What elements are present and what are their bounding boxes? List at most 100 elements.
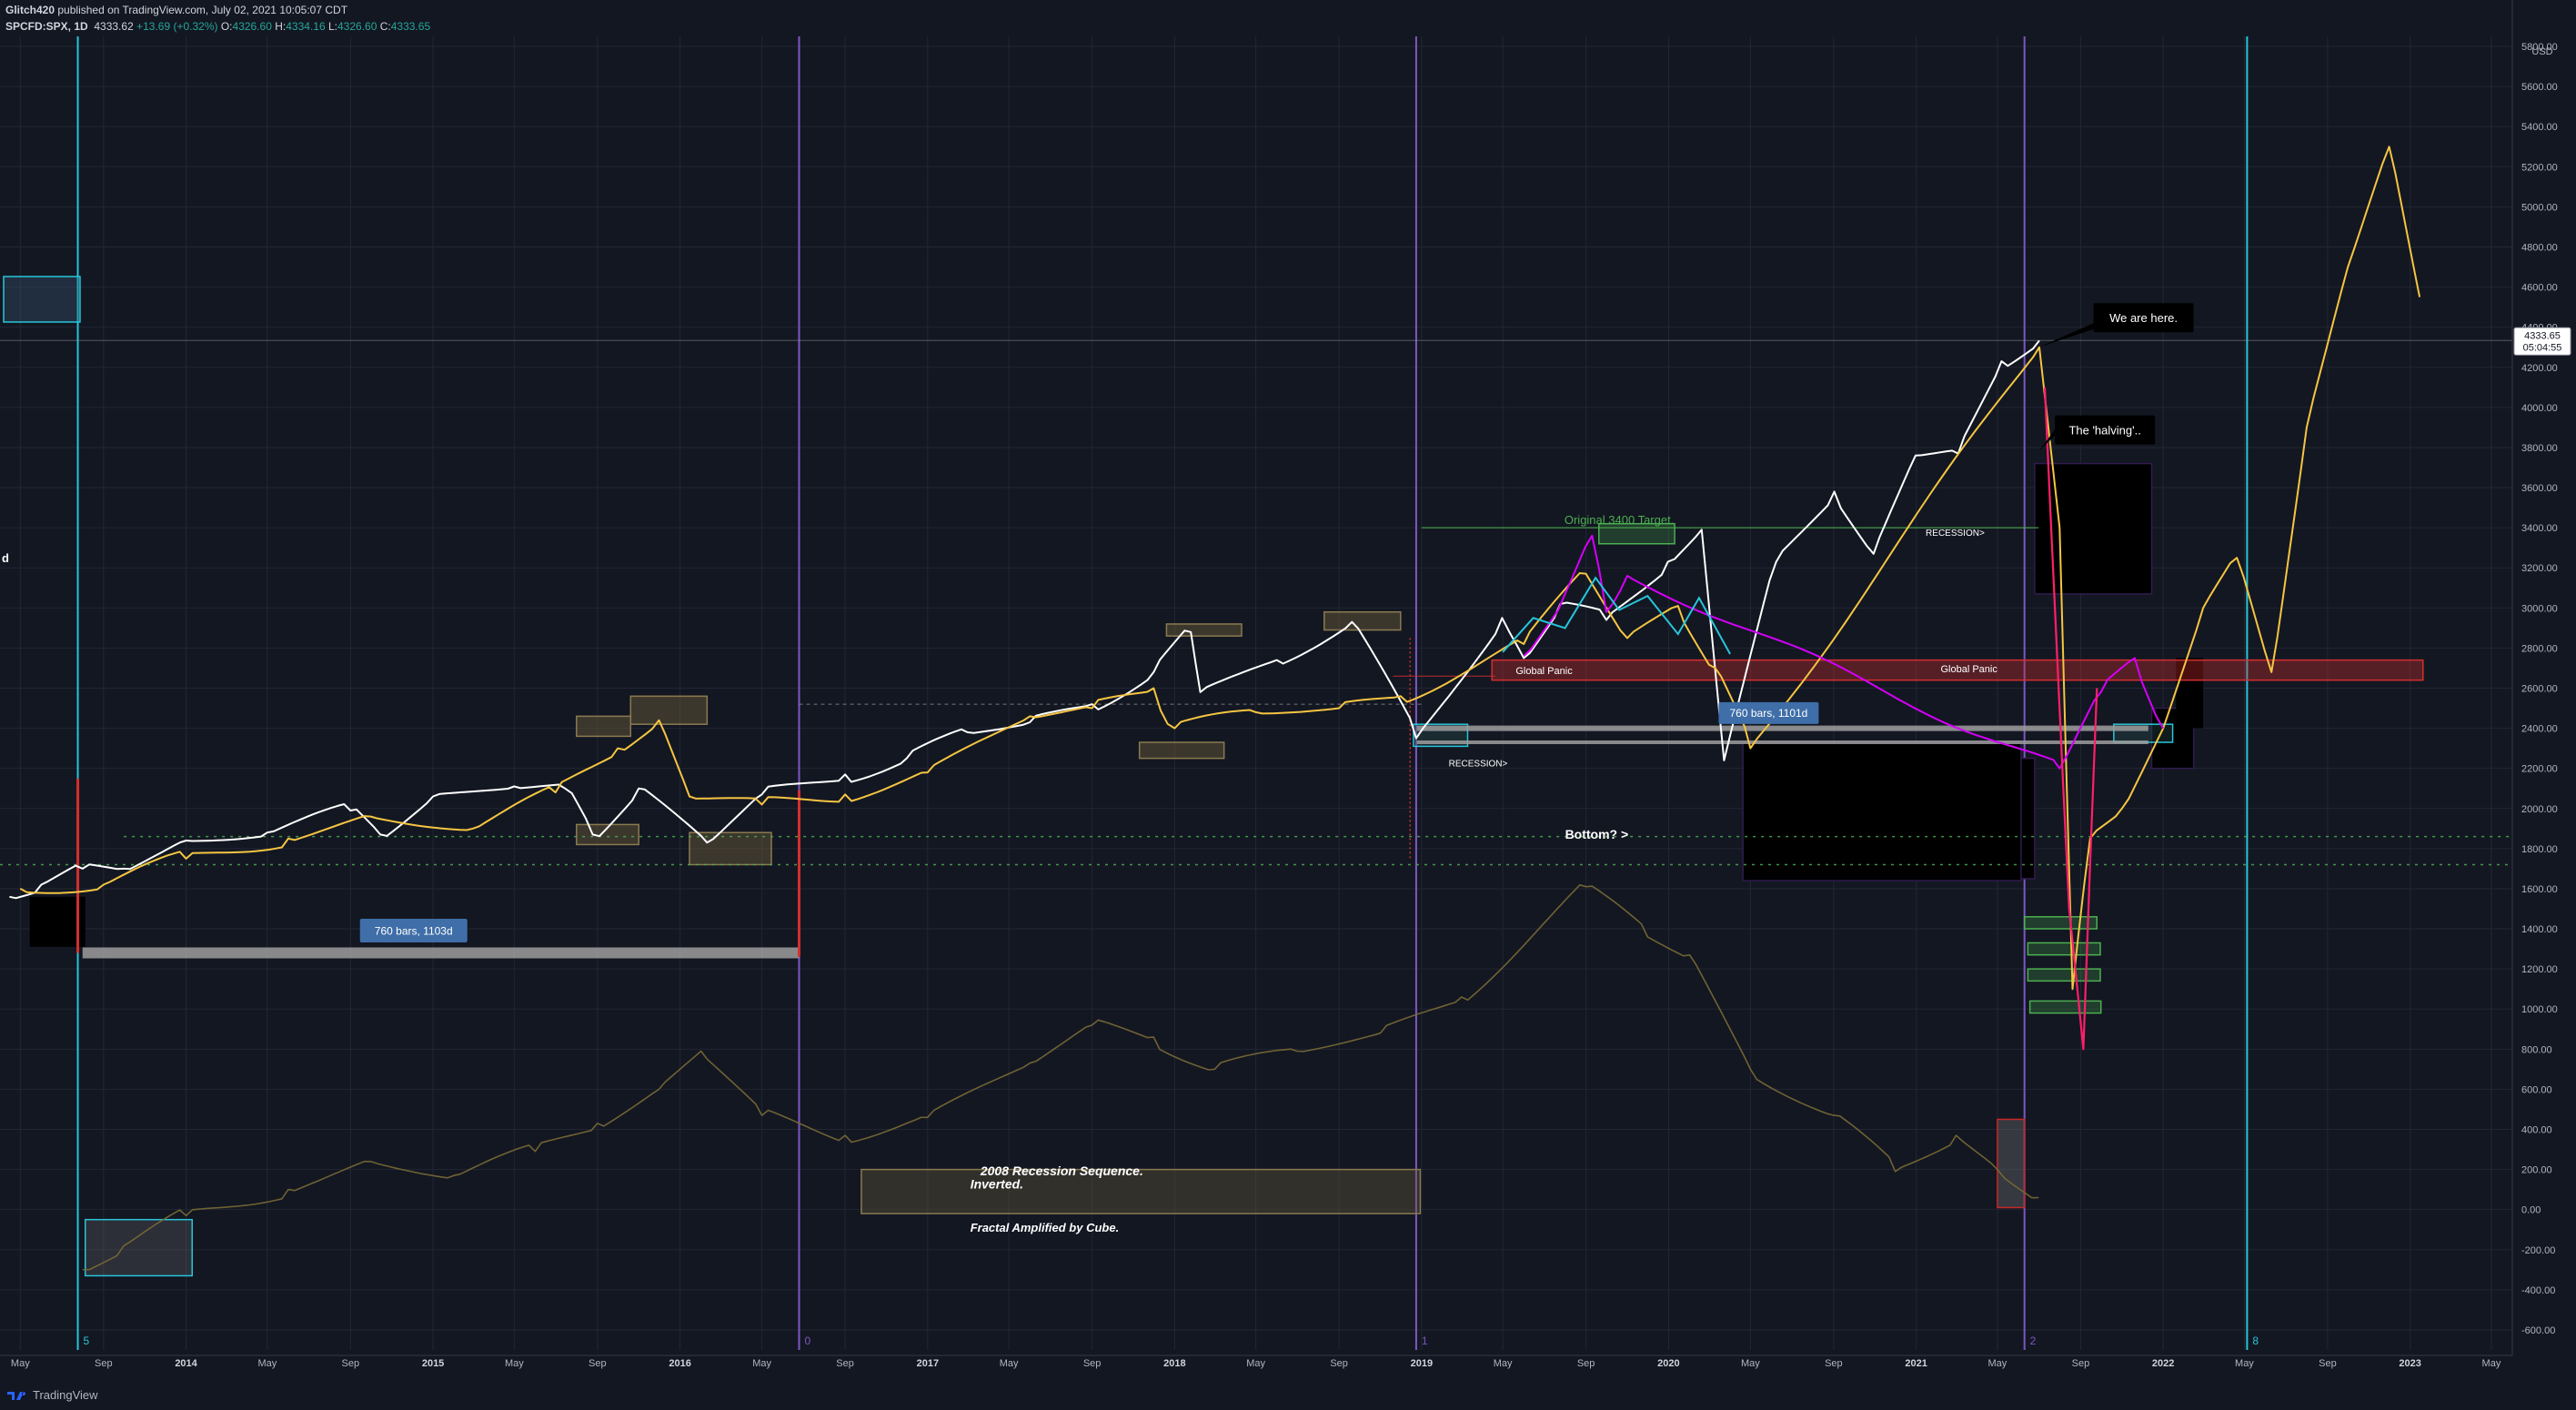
price-tick-label: 3400.00 bbox=[2521, 523, 2558, 534]
low-value: 4326.60 bbox=[337, 20, 377, 33]
price-tick-label: 5200.00 bbox=[2521, 162, 2558, 173]
price-tick-label: 3200.00 bbox=[2521, 563, 2558, 574]
price-tick-label: 5600.00 bbox=[2521, 82, 2558, 93]
recession-label: RECESSION> bbox=[1926, 529, 1985, 539]
callout-pointer bbox=[2038, 323, 2094, 347]
cycle-number-label: 2 bbox=[2030, 1334, 2037, 1347]
time-tick-label: 2014 bbox=[175, 1358, 197, 1369]
ohlc-header: SPCFD:SPX, 1D 4333.62 +13.69 (+0.32%) O:… bbox=[5, 20, 430, 33]
low-label: L: bbox=[327, 20, 337, 33]
bars-range-label-bg bbox=[359, 919, 468, 943]
price-tick-label: 1800.00 bbox=[2521, 844, 2558, 855]
price-tick-label: 5800.00 bbox=[2521, 42, 2558, 53]
price-change: +13.69 (+0.32%) bbox=[136, 20, 218, 33]
time-tick-label: May bbox=[1246, 1358, 1265, 1369]
series-line-0 bbox=[9, 339, 2040, 900]
black-box bbox=[29, 896, 86, 947]
price-tick-label: 1400.00 bbox=[2521, 924, 2558, 935]
price-tick-label: 2600.00 bbox=[2521, 683, 2558, 694]
last-price-countdown: 05:04:55 bbox=[2523, 342, 2562, 353]
author-name[interactable]: Glitch420 bbox=[5, 4, 55, 16]
green-box bbox=[1598, 522, 1675, 545]
high-label: H: bbox=[275, 20, 287, 33]
time-tick-label: 2023 bbox=[2399, 1358, 2420, 1369]
symbol-label[interactable]: SPCFD:SPX, 1D bbox=[5, 20, 88, 33]
halving-callout-bg bbox=[2055, 415, 2156, 445]
price-tick-label: 600.00 bbox=[2521, 1084, 2552, 1095]
black-box bbox=[1742, 741, 2022, 881]
we-are-here-callout: We are here. bbox=[2109, 311, 2178, 325]
bars-range-label-bg bbox=[1718, 701, 1819, 724]
time-tick-label: May bbox=[505, 1358, 524, 1369]
cycle-number-label: 0 bbox=[805, 1334, 811, 1347]
we-are-here-callout-bg bbox=[2093, 303, 2194, 333]
time-tick-label: May bbox=[2235, 1358, 2254, 1369]
publish-info: published on TradingView.com, July 02, 2… bbox=[57, 4, 348, 16]
series-line-1 bbox=[19, 146, 2421, 991]
tan-box bbox=[576, 715, 632, 738]
price-tick-label: 1600.00 bbox=[2521, 884, 2558, 895]
price-tick-label: 0.00 bbox=[2521, 1205, 2541, 1216]
price-tick-label: 2400.00 bbox=[2521, 724, 2558, 735]
time-tick-label: 2021 bbox=[1905, 1358, 1927, 1369]
tan-box bbox=[1165, 623, 1243, 637]
time-tick-label: 2017 bbox=[917, 1358, 939, 1369]
cyan-box bbox=[3, 276, 81, 323]
cyan-box bbox=[84, 1218, 194, 1277]
price-tick-label: -200.00 bbox=[2521, 1245, 2555, 1256]
horizontal-levels bbox=[0, 339, 2512, 959]
price-tick-label: 4600.00 bbox=[2521, 283, 2558, 294]
price-tick-label: 1000.00 bbox=[2521, 1004, 2558, 1015]
price-tick-label: 3000.00 bbox=[2521, 603, 2558, 614]
green-box bbox=[2028, 1000, 2102, 1014]
last-price: 4333.62 bbox=[94, 20, 134, 33]
time-tick-label: Sep bbox=[2072, 1358, 2090, 1369]
price-tick-label: 200.00 bbox=[2521, 1165, 2552, 1176]
close-label: C: bbox=[379, 20, 391, 33]
high-value: 4334.16 bbox=[286, 20, 326, 33]
left-edge-label: d bbox=[2, 551, 9, 565]
price-tick-label: -400.00 bbox=[2521, 1285, 2555, 1296]
halving-callout: The 'halving'.. bbox=[2068, 423, 2140, 437]
global-panic-label: Global Panic bbox=[1940, 664, 1997, 675]
green-box bbox=[2027, 942, 2101, 956]
time-tick-label: May bbox=[1988, 1358, 2007, 1369]
time-tick-label: 2018 bbox=[1163, 1358, 1185, 1369]
currency-label: USD bbox=[2531, 46, 2552, 57]
global-panic-label: Global Panic bbox=[1515, 666, 1573, 677]
time-tick-label: 2019 bbox=[1411, 1358, 1433, 1369]
time-tick-label: Sep bbox=[836, 1358, 854, 1369]
recession-sequence-box bbox=[860, 1168, 1422, 1214]
series-lines bbox=[9, 146, 2421, 1271]
tan-box bbox=[1323, 610, 1402, 631]
cycle-number-label: 5 bbox=[84, 1334, 90, 1347]
red-panic-box bbox=[1491, 659, 2424, 681]
price-tick-label: 5400.00 bbox=[2521, 122, 2558, 133]
fractal-label: Fractal Amplified by Cube. bbox=[971, 1221, 1120, 1234]
time-tick-label: May bbox=[1494, 1358, 1513, 1369]
time-tick-label: Sep bbox=[2319, 1358, 2337, 1369]
bars-range-label: 760 bars, 1103d bbox=[375, 924, 453, 937]
price-tick-label: 400.00 bbox=[2521, 1124, 2552, 1135]
bottom-label: Bottom? > bbox=[1565, 827, 1629, 841]
tan-box bbox=[629, 695, 709, 725]
time-tick-label: May bbox=[1741, 1358, 1760, 1369]
price-tick-label: 5000.00 bbox=[2521, 202, 2558, 213]
price-tick-label: 800.00 bbox=[2521, 1044, 2552, 1055]
time-tick-label: 2020 bbox=[1657, 1358, 1679, 1369]
time-tick-label: May bbox=[752, 1358, 771, 1369]
tradingview-footer[interactable]: TradingView bbox=[7, 1388, 98, 1402]
time-tick-label: Sep bbox=[1083, 1358, 1102, 1369]
time-tick-label: Sep bbox=[1577, 1358, 1595, 1369]
time-tick-label: Sep bbox=[589, 1358, 607, 1369]
cycle-number-label: 1 bbox=[1422, 1334, 1428, 1347]
recession-label: RECESSION> bbox=[1449, 759, 1508, 769]
price-tick-label: 3600.00 bbox=[2521, 483, 2558, 494]
cyan-fractal-line bbox=[1502, 576, 1731, 655]
time-tick-label: May bbox=[2482, 1358, 2501, 1369]
time-tick-label: 2016 bbox=[669, 1358, 690, 1369]
time-tick-label: Sep bbox=[342, 1358, 360, 1369]
grey-red-box bbox=[1997, 1118, 2026, 1209]
time-tick-label: May bbox=[11, 1358, 30, 1369]
